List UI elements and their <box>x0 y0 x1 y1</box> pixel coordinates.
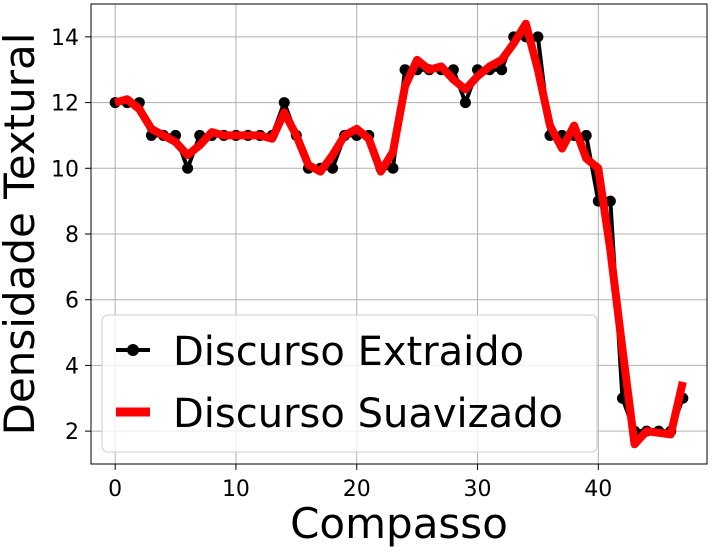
axis-ticks: 0 10 20 30 40 2 4 6 8 10 12 14 <box>51 26 612 502</box>
x-axis-label: Compasso <box>290 499 508 547</box>
y-tick-label: 12 <box>51 92 79 117</box>
y-tick-label: 2 <box>65 420 79 445</box>
y-tick-label: 10 <box>51 157 79 182</box>
x-tick-label: 0 <box>108 477 122 502</box>
data-point-extraido <box>459 97 471 109</box>
data-point-extraido <box>278 97 290 109</box>
x-tick-label: 20 <box>343 477 371 502</box>
x-tick-label: 10 <box>222 477 250 502</box>
legend-box <box>101 314 598 453</box>
data-point-extraido <box>532 31 544 43</box>
x-tick-label: 40 <box>584 477 612 502</box>
legend-label-extraido: Discurso Extraido <box>173 329 524 375</box>
x-tick-label: 30 <box>464 477 492 502</box>
data-point-extraido <box>182 162 194 174</box>
y-tick-label: 6 <box>65 289 79 314</box>
series-layer <box>109 19 689 449</box>
legend-label-suavizado: Discurso Suavizado <box>173 391 563 437</box>
y-axis-label: Densidade Textural <box>0 33 44 436</box>
y-tick-label: 8 <box>65 223 79 248</box>
y-tick-label: 14 <box>51 26 79 51</box>
data-point-extraido <box>496 64 508 76</box>
legend-marker-extraido <box>127 344 139 356</box>
y-tick-label: 4 <box>65 354 79 379</box>
legend: Discurso Extraido Discurso Suavizado <box>101 314 598 453</box>
data-point-extraido <box>387 162 399 174</box>
series-line-suavizado <box>114 19 687 449</box>
data-point-extraido <box>580 129 592 141</box>
data-point-extraido <box>604 195 616 207</box>
